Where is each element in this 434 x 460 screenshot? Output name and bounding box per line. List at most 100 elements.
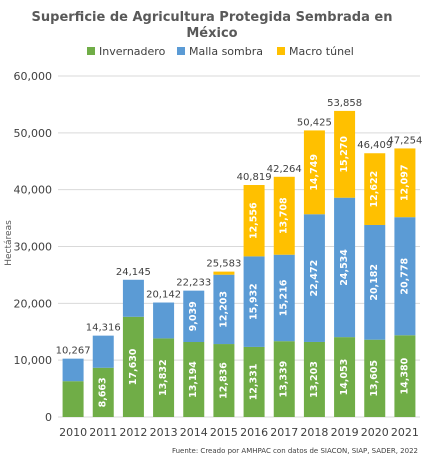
bar-segment: [364, 224, 386, 340]
segment-value-label: 20,182: [369, 264, 380, 301]
bar-segment: [364, 339, 386, 417]
x-tick-label: 2011: [89, 426, 117, 439]
chart-title-line2: México: [186, 26, 237, 41]
bar-segment: [243, 256, 265, 347]
segment-value-label: 9,039: [188, 301, 199, 331]
x-tick-label: 2019: [331, 426, 359, 439]
total-value-label: 25,583: [206, 259, 241, 270]
bar-segment: [92, 335, 114, 368]
x-tick-label: 2012: [119, 426, 147, 439]
total-value-label: 42,264: [267, 164, 302, 175]
legend-swatch: [277, 47, 285, 55]
y-tick-label: 40,000: [14, 184, 53, 197]
total-value-label: 10,267: [56, 346, 91, 357]
segment-value-label: 12,331: [249, 364, 260, 401]
bar-segment: [243, 185, 265, 257]
bar-segment: [394, 148, 416, 218]
segment-value-label: 15,270: [339, 136, 350, 173]
legend: Invernadero Malla sombra Macro túnel: [87, 45, 354, 58]
segment-value-label: 13,339: [279, 361, 290, 398]
bar-segment: [394, 217, 416, 336]
segment-value-label: 20,778: [399, 258, 410, 295]
segment-value-label: 13,605: [369, 360, 380, 397]
x-tick-label: 2018: [300, 426, 328, 439]
y-tick-label: 10,000: [14, 354, 53, 367]
gridlines: [58, 75, 420, 418]
y-tick-label: 0: [45, 411, 52, 424]
x-tick-label: 2015: [210, 426, 238, 439]
y-axis-label: Hectáreas: [4, 220, 14, 266]
segment-value-label: 14,380: [399, 357, 410, 394]
bar-segment: [122, 316, 144, 417]
bar-segment: [62, 358, 84, 382]
bar-segment: [273, 254, 295, 342]
y-tick-label: 30,000: [14, 241, 53, 254]
total-value-label: 46,409: [357, 140, 392, 151]
x-tick-label: 2020: [361, 426, 389, 439]
x-tick-label: 2021: [391, 426, 419, 439]
chart-title-line1: Superficie de Agricultura Protegida Semb…: [32, 10, 393, 25]
x-tick-label: 2013: [150, 426, 178, 439]
bar-segment: [394, 335, 416, 417]
bar-segment: [273, 176, 295, 255]
y-tick-label: 60,000: [14, 70, 53, 83]
bar-segment: [303, 130, 325, 215]
x-tick-label: 2017: [270, 426, 298, 439]
bars: 8,663 17,630 13,832 13,194 9,039 12,836 12,203…: [62, 110, 416, 417]
total-value-label: 50,425: [297, 117, 332, 128]
segment-value-label: 12,622: [369, 171, 380, 208]
segment-value-label: 12,203: [218, 291, 229, 328]
segment-value-label: 15,216: [279, 279, 290, 316]
segment-value-label: 12,556: [249, 202, 260, 239]
x-tick-label: 2014: [180, 426, 208, 439]
segment-value-label: 24,534: [339, 249, 350, 286]
legend-label: Malla sombra: [189, 45, 263, 58]
y-tick-label: 20,000: [14, 297, 53, 310]
y-axis-ticks: 0 10,000 20,000 30,000 40,000 50,000 60,000: [14, 70, 53, 424]
bar-segment: [62, 381, 84, 417]
total-value-label: 20,142: [146, 290, 181, 301]
bar-segment: [153, 302, 175, 339]
total-value-label: 24,145: [116, 267, 151, 278]
segment-value-label: 14,749: [309, 154, 320, 191]
segment-value-label: 12,097: [399, 164, 410, 201]
x-tick-label: 2010: [59, 426, 87, 439]
bar-segment: [303, 214, 325, 342]
segment-value-label: 22,472: [309, 260, 320, 297]
bar-segment: [364, 153, 386, 225]
x-tick-label: 2016: [240, 426, 268, 439]
segment-value-label: 12,836: [218, 362, 229, 399]
y-tick-label: 50,000: [14, 127, 53, 140]
total-value-label: 40,819: [237, 172, 272, 183]
source-note: Fuente: Creado por AMHPAC con datos de S…: [172, 447, 418, 455]
bar-segment: [334, 337, 356, 417]
segment-value-label: 13,832: [158, 359, 169, 396]
segment-value-label: 13,203: [309, 361, 320, 398]
bar-segment: [213, 274, 235, 345]
bar-segment: [334, 110, 356, 198]
total-value-label: 47,254: [387, 135, 422, 146]
legend-label: Macro túnel: [289, 45, 354, 58]
segment-value-label: 8,663: [98, 377, 109, 407]
segment-value-label: 13,194: [188, 361, 199, 398]
segment-value-label: 15,932: [249, 283, 260, 320]
segment-value-label: 13,708: [279, 197, 290, 234]
legend-label: Invernadero: [99, 45, 166, 58]
bar-segment: [183, 342, 205, 417]
bar-segment: [213, 344, 235, 417]
segment-value-label: 14,053: [339, 359, 350, 396]
bar-segment: [153, 338, 175, 417]
total-value-label: 53,858: [327, 98, 362, 109]
legend-swatch: [87, 47, 95, 55]
bar-segment: [183, 290, 205, 343]
bar-segment: [334, 197, 356, 338]
total-value-label: 22,233: [176, 278, 211, 289]
bar-segment: [273, 341, 295, 417]
bar-segment: [303, 341, 325, 417]
bar-segment: [122, 279, 144, 317]
bar-segment: [243, 346, 265, 417]
legend-swatch: [177, 47, 185, 55]
bar-segment: [92, 367, 114, 417]
